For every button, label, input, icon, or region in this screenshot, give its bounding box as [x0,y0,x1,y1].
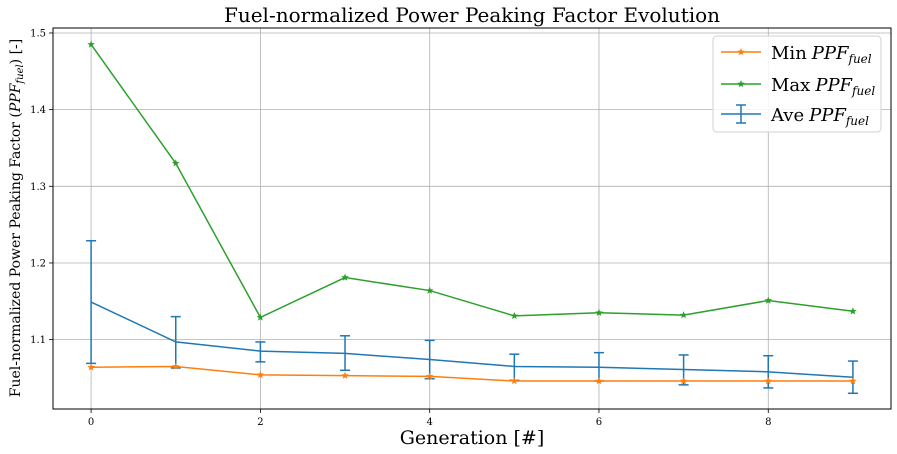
y-axis-label: Fuel-normalized Power Peaking Factor (PP… [8,39,26,398]
legend-label-ave-subscript: fuel [845,114,869,128]
legend-swatch-max-marker [737,80,745,88]
legend-label-min-name: Min [771,43,807,64]
y-tick-label: 1.5 [30,28,46,39]
legend-label-min-symbol: PPF [811,43,850,64]
data-point-min [341,371,349,379]
x-tick-label: 0 [88,417,94,428]
y-axis-label-subscript: fuel [15,64,26,84]
legend-entry-ave: Ave PPFfuel [721,104,869,128]
data-point-max [510,311,519,320]
data-point-max [341,273,349,281]
data-point-max [87,40,95,48]
series-line-min [91,365,853,382]
data-point-max [595,308,603,317]
series-layer [86,40,858,395]
data-point-min [510,377,519,385]
legend: Min PPFfuel Max PPFfuel Ave PPFfuel [712,35,882,133]
data-point-min [679,377,688,385]
series-max [87,40,857,321]
y-tick-label: 1.2 [30,258,46,269]
legend-label-min-subscript: fuel [848,52,872,66]
y-axis-label-symbol: PPF [8,82,24,113]
legend-label-ave-symbol: PPF [808,105,847,126]
data-point-max [256,313,265,321]
y-axis-label-suffix: ) [-] [8,39,24,65]
legend-label-ave: Ave PPFfuel [770,105,869,128]
x-tick-label: 2 [257,417,263,428]
series-line-ave [90,301,853,378]
legend-label-min: Min PPFfuel [771,43,872,66]
data-point-min [764,377,773,385]
legend-label-max: Max PPFfuel [771,75,875,98]
x-tick-label: 8 [765,417,771,428]
x-axis-label: Generation [#] [400,427,545,449]
legend-label-ave-name: Ave [770,105,804,126]
data-point-max [764,296,773,304]
y-tick-label: 1.3 [30,182,46,193]
x-tick-label: 4 [426,417,432,428]
data-point-min [425,372,434,380]
data-point-max [425,286,434,294]
data-point-min [171,362,180,370]
legend-entry-max: Max PPFfuel [721,75,875,98]
y-tick-label: 1.1 [30,335,46,346]
y-tick-label: 1.4 [30,105,46,116]
ticks: 0 2 4 6 8 1.1 1.2 1.3 1.4 1.5 [30,28,771,428]
y-axis-label-prefix: Fuel-normalized Power Peaking Factor ( [8,112,24,397]
data-point-max [679,311,688,319]
data-point-min [87,363,95,371]
data-point-min [595,377,603,385]
legend-label-max-subscript: fuel [851,84,875,98]
data-point-min [256,370,265,379]
legend-label-max-symbol: PPF [814,75,853,96]
series-line-max [90,44,854,319]
data-point-max [171,159,180,167]
data-point-max [849,307,857,315]
plot-frame [52,27,892,410]
legend-swatch-min-marker [737,48,745,56]
data-point-min [849,377,857,385]
legend-label-max-name: Max [771,75,810,96]
legend-entry-min: Min PPFfuel [721,43,872,66]
series-min [87,362,857,385]
chart-title: Fuel-normalized Power Peaking Factor Evo… [224,3,720,27]
series-ave [86,239,858,395]
legend-box [712,35,882,133]
x-tick-label: 6 [596,417,602,428]
